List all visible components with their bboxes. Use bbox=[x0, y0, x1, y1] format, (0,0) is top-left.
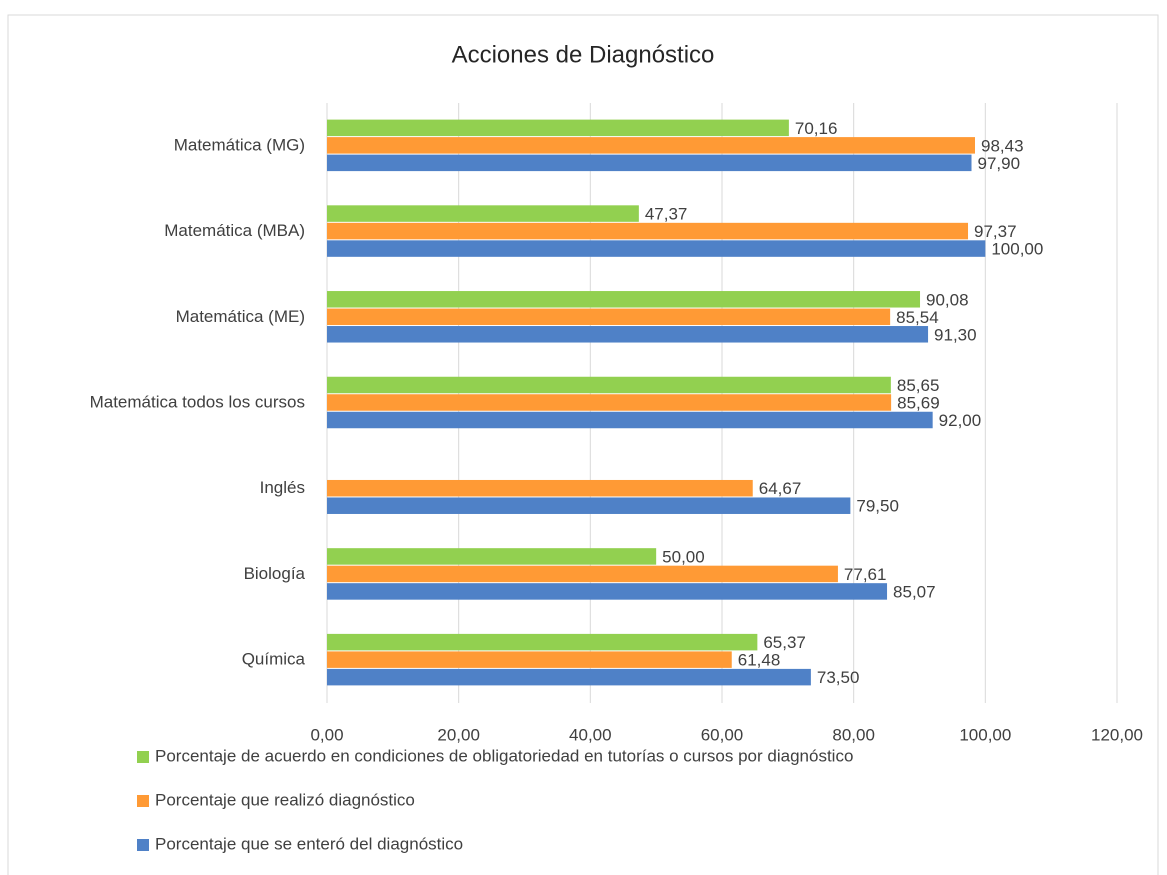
value-label: 61,48 bbox=[738, 651, 781, 670]
bar bbox=[327, 633, 758, 651]
legend-swatch bbox=[137, 751, 149, 763]
bar bbox=[327, 137, 975, 154]
legend-label: Porcentaje de acuerdo en condiciones de … bbox=[155, 746, 853, 765]
bar bbox=[327, 651, 732, 668]
bar bbox=[327, 326, 929, 343]
value-label: 92,00 bbox=[939, 411, 982, 430]
x-tick-label: 0,00 bbox=[310, 725, 343, 744]
value-label: 47,37 bbox=[645, 205, 688, 224]
value-label: 65,37 bbox=[763, 633, 806, 652]
value-label: 100,00 bbox=[991, 240, 1043, 259]
bar bbox=[327, 497, 851, 514]
value-label: 79,50 bbox=[856, 497, 899, 516]
y-tick-label: Matemática todos los cursos bbox=[90, 392, 305, 411]
bar bbox=[327, 479, 753, 497]
bar bbox=[327, 565, 838, 583]
bar bbox=[327, 548, 657, 565]
y-tick-label: Inglés bbox=[260, 478, 305, 497]
y-tick-label: Química bbox=[242, 650, 306, 669]
x-tick-label: 60,00 bbox=[701, 725, 744, 744]
legend-label: Porcentaje que se enteró del diagnóstico bbox=[155, 834, 463, 853]
y-tick-label: Matemática (MBA) bbox=[164, 221, 305, 240]
y-tick-label: Matemática (ME) bbox=[176, 307, 305, 326]
value-label: 98,43 bbox=[981, 136, 1024, 155]
x-tick-label: 100,00 bbox=[959, 725, 1011, 744]
x-tick-label: 40,00 bbox=[569, 725, 612, 744]
bar bbox=[327, 205, 639, 222]
bar bbox=[327, 119, 789, 137]
value-label: 90,08 bbox=[926, 290, 969, 309]
bar bbox=[327, 291, 921, 308]
value-label: 97,90 bbox=[978, 154, 1021, 173]
value-label: 70,16 bbox=[795, 119, 838, 138]
legend-swatch bbox=[137, 795, 149, 807]
legend-swatch bbox=[137, 839, 149, 851]
chart-title: Acciones de Diagnóstico bbox=[452, 41, 715, 68]
bar bbox=[327, 411, 933, 429]
legend-label: Porcentaje que realizó diagnóstico bbox=[155, 790, 415, 809]
bar bbox=[327, 308, 891, 326]
value-label: 85,69 bbox=[897, 393, 940, 412]
bar bbox=[327, 394, 892, 411]
value-label: 73,50 bbox=[817, 668, 860, 687]
bar bbox=[327, 154, 972, 172]
value-label: 85,54 bbox=[896, 308, 939, 327]
y-tick-label: Matemática (MG) bbox=[174, 135, 305, 154]
bar bbox=[327, 376, 891, 394]
x-tick-label: 80,00 bbox=[832, 725, 875, 744]
value-label: 85,65 bbox=[897, 376, 940, 395]
x-tick-label: 120,00 bbox=[1091, 725, 1143, 744]
value-label: 64,67 bbox=[759, 479, 802, 498]
value-label: 91,30 bbox=[934, 325, 977, 344]
x-tick-label: 20,00 bbox=[437, 725, 480, 744]
value-label: 97,37 bbox=[974, 222, 1017, 241]
y-tick-label: Biología bbox=[244, 564, 306, 583]
bar bbox=[327, 222, 969, 240]
bar bbox=[327, 240, 986, 257]
value-label: 85,07 bbox=[893, 582, 936, 601]
value-label: 77,61 bbox=[844, 565, 887, 584]
bar bbox=[327, 583, 888, 600]
bar bbox=[327, 668, 811, 686]
value-label: 50,00 bbox=[662, 547, 705, 566]
